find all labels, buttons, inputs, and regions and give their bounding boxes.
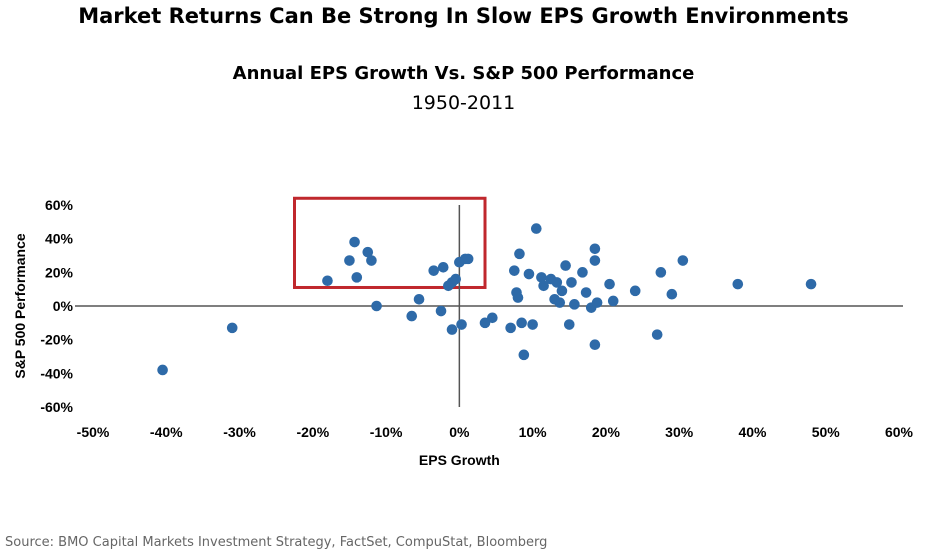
x-tick-label: 60%	[885, 424, 914, 440]
y-axis-title: S&P 500 Performance	[12, 233, 28, 378]
x-tick-label: 30%	[665, 424, 694, 440]
y-tick-label: 40%	[45, 231, 74, 247]
data-point	[589, 243, 601, 255]
data-point	[512, 292, 524, 303]
highlight-layer	[293, 196, 487, 289]
data-point	[157, 364, 168, 376]
data-point	[450, 273, 462, 285]
data-point	[516, 317, 527, 329]
data-point	[505, 322, 516, 334]
y-tick-label: -60%	[40, 399, 73, 415]
axes	[75, 205, 903, 407]
data-point	[569, 299, 580, 310]
data-point	[607, 295, 619, 307]
source-note: Source: BMO Capital Markets Investment S…	[5, 535, 548, 550]
data-point	[577, 267, 588, 278]
y-tick-label: -40%	[40, 365, 73, 381]
data-point	[591, 297, 603, 308]
data-point	[556, 285, 568, 297]
x-tick-labels: -50% -40% -30% -20% -10% 0% 10% 20% 30% 40% 50% 60%	[77, 424, 914, 440]
data-point	[677, 255, 689, 266]
data-point	[413, 293, 425, 305]
y-tick-label: -20%	[40, 332, 73, 348]
x-axis-title: EPS Growth	[419, 452, 500, 468]
data-point	[629, 285, 641, 297]
data-point	[351, 272, 363, 283]
x-tick-label: -50%	[77, 424, 110, 440]
data-point	[456, 319, 467, 330]
data-point	[349, 236, 360, 248]
data-point	[523, 268, 535, 280]
chart-subtitle: Annual EPS Growth Vs. S&P 500 Performanc…	[232, 63, 695, 84]
data-point	[487, 312, 498, 324]
data-point	[366, 255, 377, 266]
data-point	[406, 310, 418, 322]
y-tick-label: 60%	[45, 197, 74, 213]
x-tick-label: -20%	[296, 424, 329, 440]
data-point	[462, 253, 474, 265]
y-tick-label: 0%	[53, 298, 74, 314]
data-point	[531, 223, 542, 234]
data-point	[362, 246, 374, 258]
x-tick-label: 0%	[449, 424, 470, 440]
data-point	[604, 278, 615, 290]
data-point	[732, 278, 744, 290]
data-point	[566, 277, 577, 288]
y-tick-labels: 60% 40% 20% 0% -20% -40% -60%	[40, 197, 73, 415]
data-point	[527, 319, 538, 330]
data-points	[157, 223, 817, 376]
x-tick-label: 40%	[738, 424, 767, 440]
data-point	[554, 297, 566, 308]
data-point	[805, 278, 817, 290]
x-tick-label: 20%	[592, 424, 621, 440]
data-point	[563, 319, 575, 330]
data-point	[518, 349, 530, 361]
data-point	[446, 324, 458, 335]
x-tick-label: -10%	[370, 424, 403, 440]
data-point	[589, 255, 601, 266]
x-tick-label: -30%	[223, 424, 256, 440]
data-point	[580, 287, 592, 298]
data-point	[655, 267, 667, 278]
x-tick-label: 50%	[812, 424, 841, 440]
data-point	[226, 322, 238, 334]
data-point	[538, 280, 549, 292]
data-point	[437, 261, 449, 273]
x-tick-label: -40%	[150, 424, 183, 440]
data-point	[536, 272, 547, 283]
data-point	[651, 329, 663, 340]
data-point	[589, 339, 601, 351]
data-point	[322, 275, 333, 287]
data-point	[551, 277, 563, 288]
chart-main-title: Market Returns Can Be Strong In Slow EPS…	[78, 4, 849, 28]
data-point	[560, 260, 571, 271]
x-tick-label: 10%	[519, 424, 548, 440]
highlight-box	[293, 196, 487, 289]
data-point	[428, 265, 440, 276]
data-point	[371, 300, 382, 312]
data-point	[509, 265, 520, 276]
data-point	[435, 305, 447, 317]
chart-period: 1950-2011	[411, 92, 516, 114]
data-point	[514, 248, 525, 260]
data-point	[344, 255, 355, 266]
data-point	[666, 288, 678, 300]
y-tick-label: 20%	[45, 264, 74, 280]
